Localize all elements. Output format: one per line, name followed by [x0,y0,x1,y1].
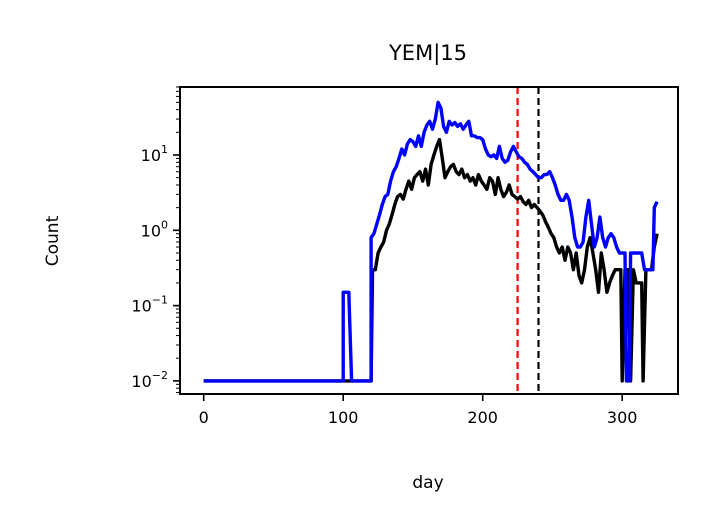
y-tick-base: 10 [141,221,161,240]
x-tick-label: 0 [199,408,209,427]
series-group [203,100,659,383]
series-line [203,137,659,383]
y-tick-label: 10−2 [131,369,168,391]
x-tick-label: 300 [607,408,638,427]
y-tick-label: 100 [141,218,168,240]
y-axis-label: Count [43,215,63,266]
y-tick-exponent: −1 [152,294,168,307]
chart-title: YEM|15 [388,41,467,66]
series-line [203,100,659,383]
y-tick-base: 10 [131,372,151,391]
x-axis: 0 100 200 300 [199,394,638,427]
y-tick-exponent: −2 [152,369,168,382]
y-tick-exponent: 0 [161,218,168,231]
x-tick-label: 100 [328,408,359,427]
y-tick-label: 10−1 [131,294,168,316]
y-tick-base: 10 [131,297,151,316]
x-tick-label: 200 [467,408,498,427]
y-tick-exponent: 1 [161,143,168,156]
y-tick-label: 101 [141,143,168,165]
axes-frame [179,86,679,395]
y-tick-base: 10 [141,146,161,165]
x-axis-label: day [412,473,443,493]
reference-lines [516,87,540,394]
